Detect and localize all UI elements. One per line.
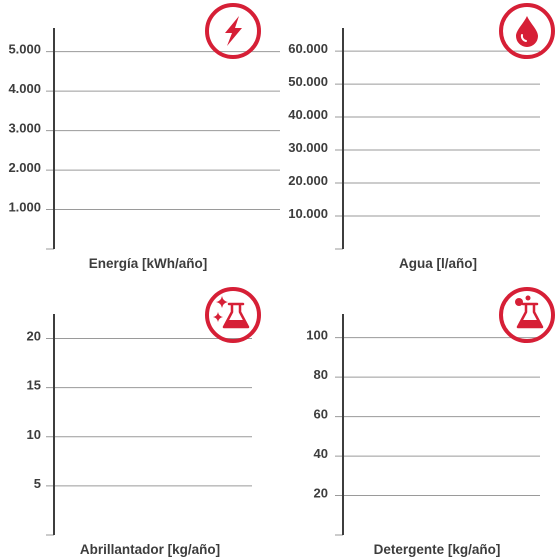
y-tick-label: 1.000 <box>8 200 41 215</box>
y-tick-label: 4.000 <box>8 81 41 96</box>
x-axis-label: Abrillantador [kg/año] <box>80 542 220 557</box>
y-tick-label: 15 <box>27 378 41 393</box>
y-tick-label: 100 <box>306 328 328 343</box>
chart-agua: 10.000 20.000 30.000 40.000 50.000 60.000 Agua… <box>288 3 555 271</box>
y-tick-label: 10.000 <box>288 206 328 221</box>
y-tick-label: 10 <box>27 427 41 442</box>
y-tick-label: 30.000 <box>288 140 328 155</box>
y-tick-label: 60 <box>314 407 328 422</box>
y-tick-label: 50.000 <box>288 74 328 89</box>
y-tick-label: 20 <box>314 486 328 501</box>
x-axis-label: Energía [kWh/año] <box>89 256 208 271</box>
y-tick-label: 40.000 <box>288 107 328 122</box>
bubbles-flask-icon <box>499 287 555 343</box>
y-tick-label: 2.000 <box>8 160 41 175</box>
chart-abrillantador: 5 10 15 20 Abrillantador [kg/año] <box>27 287 261 557</box>
x-axis-label: Detergente [kg/año] <box>374 542 501 557</box>
chart-energia: 1.000 2.000 3.000 4.000 5.000 Energía [kWh/añ… <box>8 3 280 271</box>
lightning-icon <box>205 3 261 59</box>
y-tick-label: 60.000 <box>288 41 328 56</box>
y-tick-label: 5.000 <box>8 42 41 57</box>
y-tick-label: 5 <box>34 476 41 491</box>
y-tick-label: 20 <box>27 329 41 344</box>
y-tick-label: 20.000 <box>288 173 328 188</box>
y-tick-label: 80 <box>314 367 328 382</box>
chart-detergente: 20 40 60 80 100 Detergente [kg/año] <box>306 287 555 557</box>
y-tick-label: 3.000 <box>8 121 41 136</box>
y-tick-label: 40 <box>314 446 328 461</box>
x-axis-label: Agua [l/año] <box>399 256 477 271</box>
water-drop-icon <box>499 3 555 59</box>
sparkle-flask-icon <box>205 287 261 343</box>
